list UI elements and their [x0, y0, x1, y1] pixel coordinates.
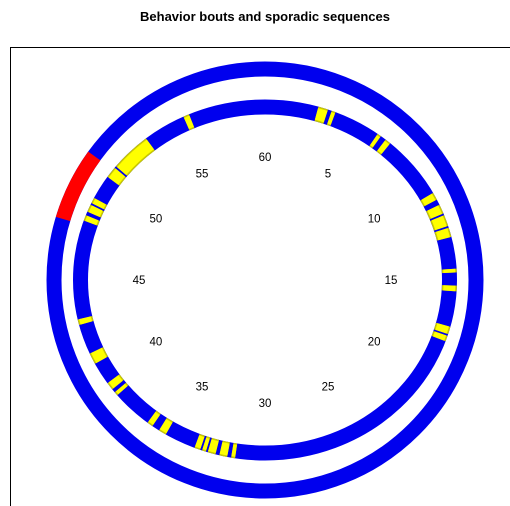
- clock-label-20: 20: [368, 337, 381, 349]
- clock-label-35: 35: [196, 382, 209, 394]
- clock-label-45: 45: [133, 275, 146, 287]
- sequence-mark: [159, 418, 173, 434]
- sequence-mark: [117, 139, 155, 176]
- sequence-mark: [108, 168, 126, 185]
- clock-label-40: 40: [150, 337, 163, 349]
- chart-title: Behavior bouts and sporadic sequences: [140, 9, 390, 24]
- clock-label-25: 25: [322, 382, 335, 394]
- sequence-mark: [421, 193, 436, 206]
- inner-ring: [73, 99, 457, 461]
- outer-ring: [46, 61, 484, 499]
- sequence-mark: [194, 435, 205, 449]
- clock-label-10: 10: [368, 214, 381, 226]
- sequence-mark: [92, 198, 106, 210]
- sequence-mark: [435, 323, 449, 334]
- clock-label-55: 55: [196, 169, 209, 181]
- sequence-mark: [85, 215, 99, 226]
- clock-label-15: 15: [385, 275, 398, 287]
- inner-ring-track: [73, 99, 457, 461]
- sequence-mark: [79, 316, 93, 325]
- sequence-mark: [91, 347, 107, 364]
- sequence-mark: [370, 135, 381, 148]
- sequence-mark: [435, 228, 450, 241]
- sequence-mark: [108, 375, 123, 389]
- clock-label-30: 30: [259, 398, 272, 410]
- clock-labels: 60 5 10 15 20 25 30 35 40 45 50 55: [133, 152, 398, 410]
- sequence-mark: [219, 442, 230, 456]
- sequence-mark: [432, 331, 447, 341]
- bout-mark: [55, 151, 101, 222]
- outer-ring-track: [46, 61, 484, 499]
- sequence-mark: [184, 115, 194, 129]
- sequence-mark: [148, 411, 160, 425]
- sequence-mark: [427, 205, 443, 219]
- sequence-mark: [202, 437, 210, 451]
- sequence-mark: [88, 205, 103, 218]
- sequence-mark: [327, 112, 336, 125]
- sequence-mark: [314, 108, 328, 123]
- sequence-mark: [377, 140, 390, 154]
- sequence-mark: [431, 215, 447, 231]
- clock-label-5: 5: [325, 169, 331, 181]
- clock-label-60: 60: [259, 152, 272, 164]
- sequence-mark: [115, 383, 128, 395]
- sequence-mark: [231, 444, 238, 457]
- sequence-mark: [208, 439, 219, 453]
- clock-label-50: 50: [150, 214, 163, 226]
